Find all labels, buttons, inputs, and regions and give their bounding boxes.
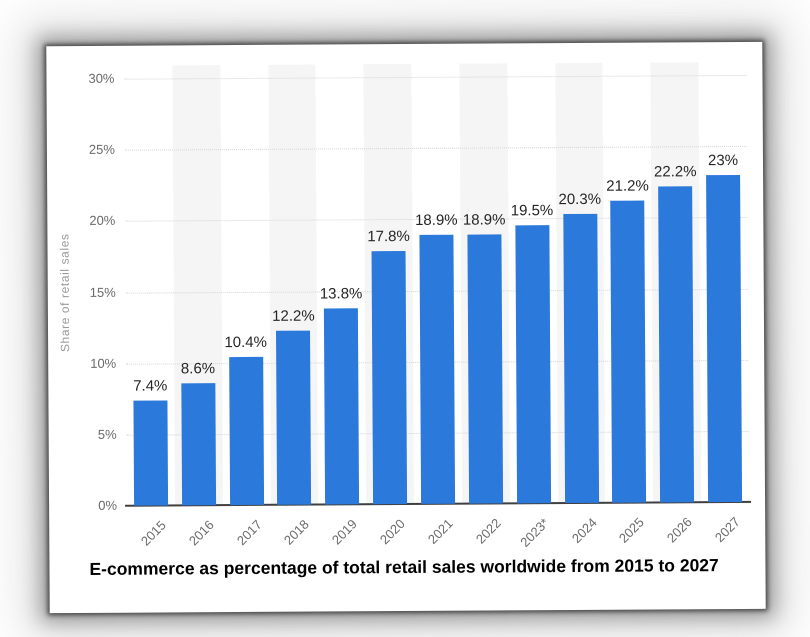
x-axis-category-label: 2020 — [376, 516, 408, 548]
bar-value-label: 23% — [707, 151, 739, 169]
bar-2022 — [467, 234, 503, 504]
y-axis-tick-label: 5% — [97, 426, 117, 442]
y-axis-tick-label: 20% — [89, 213, 116, 229]
x-axis-category-label: 2018 — [281, 516, 313, 548]
bar-2015 — [133, 400, 169, 506]
bar-value-label: 13.8% — [319, 284, 363, 303]
x-axis-category-label: 2024 — [568, 514, 600, 547]
bar-value-label: 12.2% — [272, 307, 315, 326]
bar-2017 — [228, 356, 264, 506]
bar-2027 — [706, 174, 743, 503]
x-axis-category-label: 2027 — [711, 514, 743, 546]
bar-value-label: 7.4% — [133, 377, 168, 395]
y-axis-tick-label: 10% — [90, 355, 117, 371]
y-axis-tick-label: 15% — [89, 284, 116, 300]
bar-2021 — [419, 234, 456, 504]
x-axis-category-label: 2019 — [329, 516, 361, 548]
bar-2024 — [562, 213, 599, 504]
x-axis-category-label: 2016 — [185, 517, 217, 549]
bar-2023* — [515, 225, 551, 504]
y-axis-tick-label: 30% — [88, 70, 115, 86]
bar-2026 — [658, 186, 695, 503]
bar-2019 — [324, 307, 360, 505]
x-axis-category-label: 2023* — [516, 515, 552, 550]
bar-value-label: 10.4% — [224, 333, 268, 352]
bar-2016 — [181, 382, 216, 506]
bar-value-label: 17.8% — [367, 227, 410, 245]
x-axis-category-label: 2021 — [424, 515, 456, 547]
x-axis-category-label: 2026 — [664, 514, 696, 546]
bar-2018 — [276, 330, 312, 505]
y-axis-tick-label: 25% — [88, 141, 115, 158]
x-axis-category-label: 2025 — [616, 514, 648, 546]
bar-2020 — [371, 250, 408, 505]
bar-value-label: 8.6% — [180, 359, 216, 377]
chart-card: Share of retail sales E-commerce as perc… — [46, 41, 766, 614]
x-axis-category-label: 2017 — [233, 516, 265, 549]
bar-2025 — [610, 200, 647, 503]
x-axis-category-label: 2015 — [137, 517, 169, 549]
x-axis-category-label: 2022 — [472, 515, 504, 547]
y-axis-tick-label: 0% — [98, 497, 118, 513]
chart-title: E-commerce as percentage of total retail… — [89, 555, 719, 579]
